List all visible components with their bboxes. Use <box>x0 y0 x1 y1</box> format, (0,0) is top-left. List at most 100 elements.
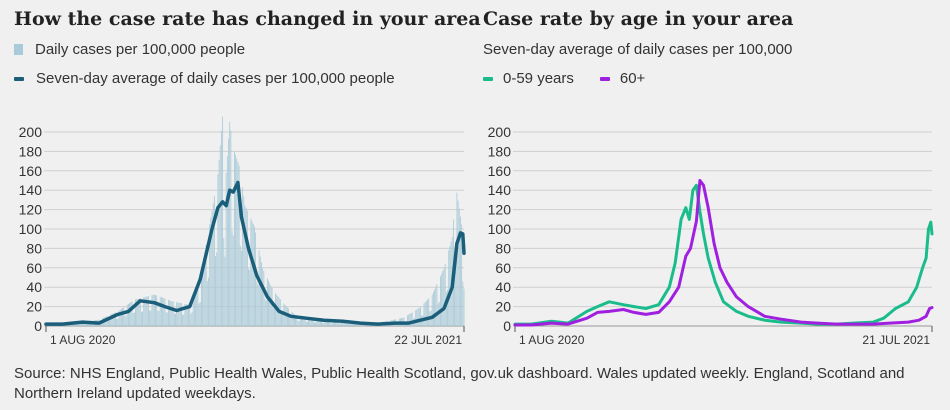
daily-bar <box>294 314 295 326</box>
daily-bar <box>191 312 193 326</box>
y-tick-label: 40 <box>26 279 42 295</box>
y-tick-label: 180 <box>19 143 43 159</box>
y-tick-label: 120 <box>19 202 43 218</box>
daily-bar <box>184 304 186 326</box>
y-tick-label: 20 <box>26 299 42 315</box>
daily-bar <box>448 250 450 326</box>
daily-bar <box>212 203 214 326</box>
daily-bar <box>323 322 325 326</box>
daily-bar <box>454 262 455 326</box>
daily-bar <box>82 321 83 326</box>
daily-bar <box>291 312 293 326</box>
daily-bar <box>209 224 211 326</box>
legend-item-seven-day-average: Seven-day average of daily cases per 100… <box>14 70 395 87</box>
daily-bar <box>83 323 85 326</box>
y-tick-label: 60 <box>26 260 42 276</box>
daily-bar <box>435 286 437 326</box>
daily-bar <box>211 210 213 326</box>
daily-bar <box>225 172 227 326</box>
daily-bar <box>155 295 156 326</box>
daily-bar <box>206 281 208 326</box>
daily-bar <box>256 281 258 326</box>
daily-bar <box>246 210 248 326</box>
y-tick-label: 100 <box>19 221 43 237</box>
y-tick-label: 200 <box>488 124 512 140</box>
daily-bar <box>299 316 301 326</box>
daily-bar <box>434 289 435 326</box>
under-60-line <box>513 183 934 326</box>
daily-bar <box>118 310 120 326</box>
daily-bar <box>142 311 143 326</box>
daily-bar <box>249 269 251 326</box>
daily-bar <box>347 323 348 326</box>
daily-bar <box>195 290 196 326</box>
daily-bar <box>120 308 122 326</box>
daily-bar <box>144 297 146 326</box>
daily-bar <box>84 323 86 326</box>
daily-bar <box>289 317 291 326</box>
daily-bar <box>298 321 300 326</box>
daily-bar <box>168 299 169 326</box>
daily-bar <box>166 312 168 326</box>
daily-bar <box>311 318 313 326</box>
line-swatch-icon <box>14 76 24 81</box>
daily-bar <box>304 317 306 326</box>
daily-bar <box>308 317 309 326</box>
daily-bar <box>455 253 457 326</box>
daily-bar <box>266 278 268 326</box>
daily-bar <box>253 226 255 326</box>
daily-bar <box>336 321 338 326</box>
daily-bar <box>269 283 271 326</box>
daily-bar <box>342 321 344 326</box>
daily-bar <box>339 323 341 326</box>
daily-bar <box>303 317 305 326</box>
y-tick-label: 80 <box>495 240 511 256</box>
daily-bar <box>312 318 314 326</box>
daily-bar <box>442 271 444 326</box>
daily-bar <box>241 250 242 326</box>
daily-bar <box>133 312 135 326</box>
daily-bar <box>250 218 252 326</box>
daily-bar <box>351 322 353 326</box>
daily-bar <box>205 244 207 326</box>
daily-bar <box>165 312 167 326</box>
daily-bar <box>116 318 118 326</box>
daily-bar <box>327 320 328 326</box>
daily-bar <box>137 298 139 326</box>
daily-bar <box>131 301 133 326</box>
daily-bar <box>305 321 307 326</box>
daily-bar <box>143 297 145 326</box>
daily-bar <box>274 308 275 326</box>
daily-bar <box>364 324 366 326</box>
daily-bar <box>92 323 94 326</box>
daily-bar <box>314 322 315 326</box>
daily-bar <box>316 319 318 326</box>
daily-bar <box>185 304 187 326</box>
daily-bar <box>271 287 273 326</box>
daily-bar <box>111 313 113 326</box>
line-swatch-icon <box>599 76 610 81</box>
daily-bar <box>423 303 425 326</box>
daily-bar <box>216 252 218 326</box>
daily-bar <box>343 321 345 326</box>
daily-bar <box>258 250 260 326</box>
daily-bar <box>231 230 233 326</box>
y-tick-label: 0 <box>503 318 511 334</box>
daily-bar <box>107 320 109 326</box>
daily-bar <box>248 268 249 326</box>
legend-label: 0-59 years <box>503 70 574 87</box>
daily-bar <box>449 245 451 326</box>
legend-label: Daily cases per 100,000 people <box>35 41 246 58</box>
daily-bar <box>221 130 222 326</box>
daily-bar <box>183 314 185 326</box>
daily-bar <box>408 314 410 326</box>
daily-bar <box>130 302 132 326</box>
age-legend: 0-59 years 60+ <box>483 70 671 87</box>
daily-bar <box>324 320 326 326</box>
daily-bar <box>420 307 421 326</box>
daily-bar <box>164 298 166 326</box>
source-note: Source: NHS England, Public Health Wales… <box>14 365 905 402</box>
over-60-line <box>513 179 934 327</box>
daily-bar <box>328 320 330 326</box>
daily-bar <box>290 318 292 326</box>
